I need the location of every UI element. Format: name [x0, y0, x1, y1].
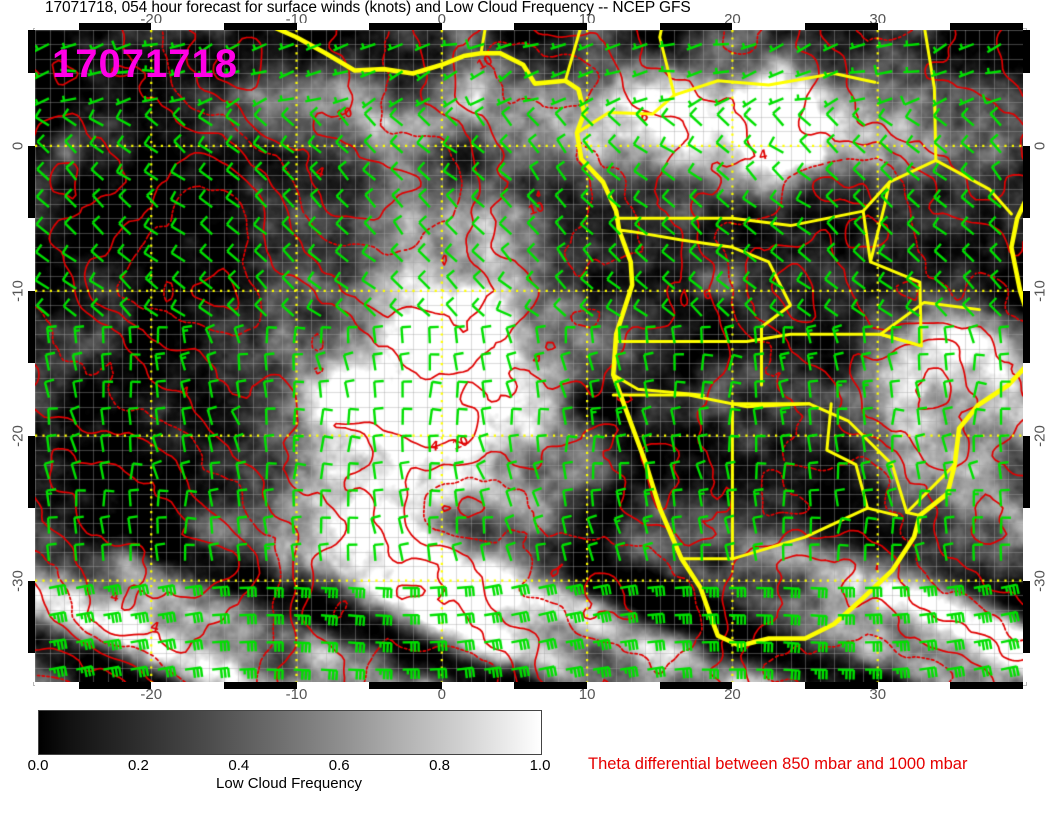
- right-axis-tick-1: -10: [1031, 279, 1049, 302]
- axis-tick-bar: [35, 682, 1023, 689]
- colorbar-tick-4: 0.8: [429, 757, 451, 774]
- axis-tick-bar: [28, 30, 35, 682]
- colorbar-tick-2: 0.4: [228, 757, 250, 774]
- bottom-axis-tick-1: -10: [285, 686, 308, 703]
- right-axis-tick-3: -30: [1031, 569, 1049, 592]
- bottom-axis-tick-4: 20: [724, 686, 741, 703]
- colorbar-title: Low Cloud Frequency: [216, 775, 362, 792]
- colorbar: [38, 710, 542, 755]
- axis-tick-bar: [1023, 30, 1030, 682]
- colorbar-tick-1: 0.2: [127, 757, 149, 774]
- left-axis-tick-1: -10: [9, 279, 27, 302]
- bottom-axis-tick-5: 30: [869, 686, 887, 703]
- colorbar-tick-5: 1.0: [529, 757, 551, 774]
- bottom-axis-tick-0: -20: [140, 686, 163, 703]
- map-plot-area: 17071718: [35, 30, 1023, 682]
- theta-caption: Theta differential between 850 mbar and …: [588, 755, 968, 773]
- right-axis-tick-0: 0: [1031, 141, 1049, 151]
- chart-title: 17071718, 054 hour forecast for surface …: [45, 0, 691, 16]
- left-axis-tick-3: -30: [9, 569, 27, 592]
- forecast-timestamp-stamp: 17071718: [52, 42, 238, 86]
- top-axis-tick-2: 0: [437, 11, 446, 28]
- map-canvas: [35, 30, 1023, 682]
- colorbar-tick-0: 0.0: [27, 757, 49, 774]
- bottom-axis-tick-3: 10: [578, 686, 596, 703]
- right-axis-tick-2: -20: [1031, 424, 1049, 447]
- colorbar-tick-3: 0.6: [328, 757, 350, 774]
- left-axis-tick-0: 0: [9, 141, 27, 151]
- bottom-axis-tick-2: 0: [437, 686, 446, 703]
- axis-tick-bar: [35, 23, 1023, 30]
- left-axis-tick-2: -20: [9, 424, 27, 447]
